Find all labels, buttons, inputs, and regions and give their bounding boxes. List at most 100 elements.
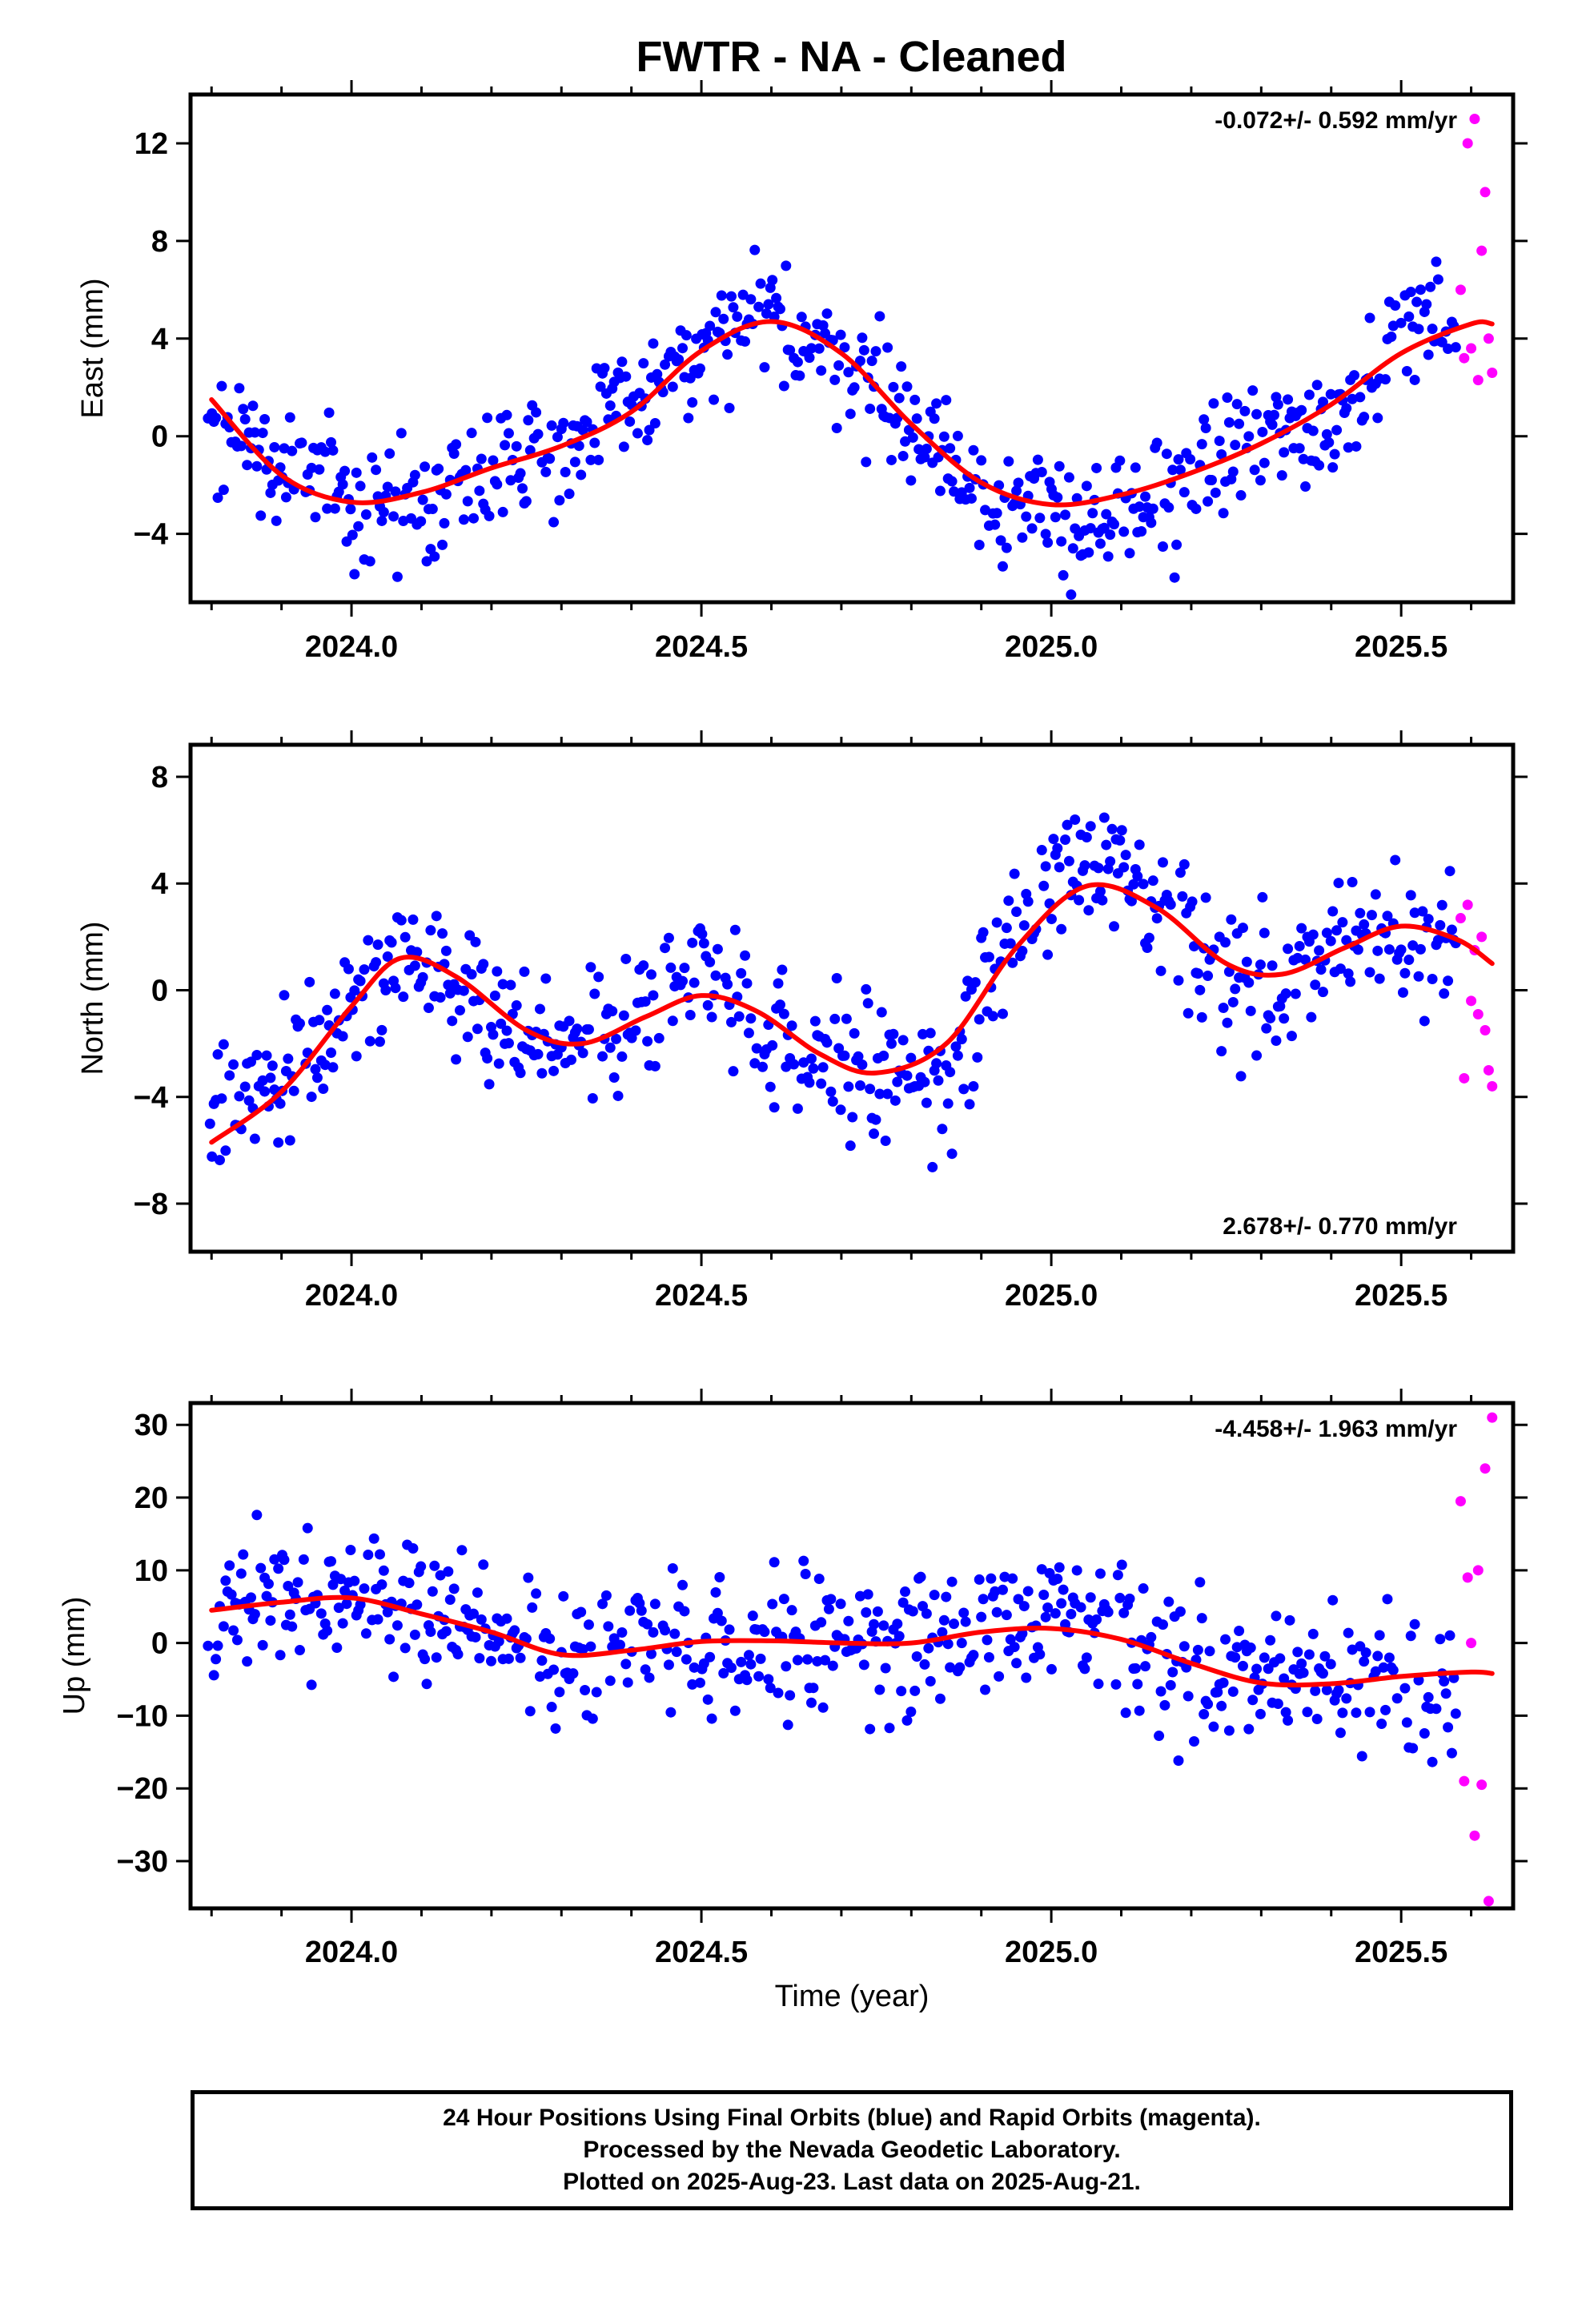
final-orbit-point	[585, 454, 596, 465]
final-orbit-point	[433, 463, 444, 474]
final-orbit-point	[1085, 821, 1096, 832]
final-orbit-point	[505, 979, 516, 991]
final-orbit-point	[950, 1041, 962, 1052]
final-orbit-point	[311, 1072, 323, 1084]
final-orbit-point	[1132, 870, 1143, 882]
final-orbit-point	[1279, 1013, 1290, 1024]
final-orbit-point	[238, 404, 249, 415]
final-orbit-point	[1142, 942, 1153, 953]
final-orbit-point	[1341, 1693, 1352, 1704]
final-orbit-point	[990, 519, 1001, 530]
final-orbit-point	[485, 1655, 496, 1667]
final-orbit-point	[271, 515, 282, 526]
final-orbit-point	[306, 1679, 317, 1691]
final-orbit-point	[946, 1576, 958, 1587]
final-orbit-point	[1425, 281, 1436, 292]
final-orbit-point	[611, 1033, 622, 1044]
final-orbit-point	[874, 1684, 885, 1695]
final-orbit-point	[425, 1626, 436, 1638]
final-orbit-point	[1306, 1011, 1317, 1023]
final-orbit-point	[843, 367, 854, 378]
final-orbit-point	[829, 374, 841, 385]
final-orbit-point	[1159, 1699, 1170, 1711]
north-panel: 2024.0 2024.5 2025.0 2025.5 −8 −4 0 4 8 North (mm…	[76, 730, 1528, 1313]
final-orbit-point	[492, 966, 503, 977]
final-orbit-point	[771, 292, 782, 304]
final-orbit-point	[1102, 551, 1114, 562]
final-orbit-point	[1401, 366, 1412, 377]
final-orbit-point	[923, 1642, 934, 1654]
final-orbit-point	[558, 1590, 569, 1602]
final-orbit-point	[1335, 963, 1346, 975]
final-orbit-point	[1351, 1707, 1362, 1719]
final-orbit-point	[1243, 977, 1255, 988]
final-orbit-point	[892, 1618, 903, 1630]
final-orbit-point	[673, 354, 685, 365]
final-orbit-point	[667, 381, 678, 392]
final-orbit-point	[1066, 589, 1077, 601]
final-orbit-point	[374, 1036, 385, 1047]
final-orbit-point	[376, 1024, 387, 1035]
final-orbit-point	[862, 998, 873, 1009]
final-orbit-point	[607, 1006, 618, 1017]
final-orbit-point	[1364, 1707, 1375, 1718]
final-orbit-point	[1001, 542, 1012, 553]
final-orbit-point	[1165, 899, 1176, 910]
plot-frame	[188, 742, 1516, 1254]
final-orbit-point	[400, 931, 411, 943]
final-orbit-point	[839, 1050, 850, 1061]
final-orbit-point	[1101, 839, 1112, 850]
final-orbit-point	[335, 1574, 347, 1585]
final-orbit-point	[451, 1054, 462, 1065]
final-orbit-point	[315, 1608, 327, 1619]
final-orbit-point	[1157, 1619, 1168, 1630]
final-orbit-point	[503, 428, 514, 439]
final-orbit-point	[1444, 1630, 1456, 1641]
final-orbit-point	[689, 1662, 700, 1673]
final-orbit-point	[488, 1029, 499, 1040]
final-orbit-point	[1239, 405, 1251, 416]
final-orbit-point	[275, 1650, 286, 1661]
final-orbit-point	[1155, 1686, 1166, 1697]
final-orbit-point	[1074, 895, 1085, 906]
final-orbit-point	[1040, 861, 1051, 872]
final-orbit-point	[725, 1662, 737, 1673]
final-orbit-point	[880, 1136, 891, 1147]
final-orbit-point	[589, 437, 600, 448]
final-orbit-point	[929, 413, 940, 424]
final-orbit-point	[945, 1067, 956, 1078]
final-orbit-point	[636, 1605, 647, 1616]
final-orbit-point	[565, 1054, 576, 1065]
final-orbit-point	[284, 412, 295, 423]
final-orbit-point	[1208, 398, 1219, 409]
final-orbit-point	[1431, 256, 1442, 267]
final-orbit-point	[396, 915, 407, 926]
final-orbit-point	[820, 1655, 831, 1666]
final-orbit-point	[865, 403, 876, 414]
final-orbit-point	[786, 1605, 797, 1616]
final-orbit-point	[341, 1598, 352, 1610]
final-orbit-point	[915, 1571, 926, 1582]
final-orbit-point	[1178, 858, 1190, 870]
final-orbit-point	[982, 1634, 993, 1646]
final-orbit-point	[781, 260, 792, 271]
final-orbit-point	[938, 431, 950, 442]
final-orbit-point	[1097, 895, 1108, 906]
final-orbit-point	[827, 1660, 838, 1671]
final-orbit-point	[1307, 425, 1319, 436]
final-orbit-point	[1321, 428, 1332, 440]
final-orbit-point	[466, 969, 477, 980]
final-orbit-point	[1011, 1658, 1022, 1669]
final-orbit-point	[593, 971, 604, 983]
final-orbit-point	[778, 1008, 789, 1019]
final-orbit-point	[974, 1014, 985, 1025]
final-orbit-point	[597, 1598, 608, 1610]
final-orbit-point	[728, 1066, 739, 1077]
final-orbit-point	[1399, 967, 1411, 979]
final-orbit-point	[1054, 460, 1065, 472]
final-orbit-point	[1321, 1684, 1332, 1695]
final-orbit-point	[648, 1626, 659, 1638]
final-orbit-point	[958, 1084, 970, 1095]
final-orbit-point	[1003, 456, 1014, 467]
final-orbit-point	[462, 1031, 473, 1043]
